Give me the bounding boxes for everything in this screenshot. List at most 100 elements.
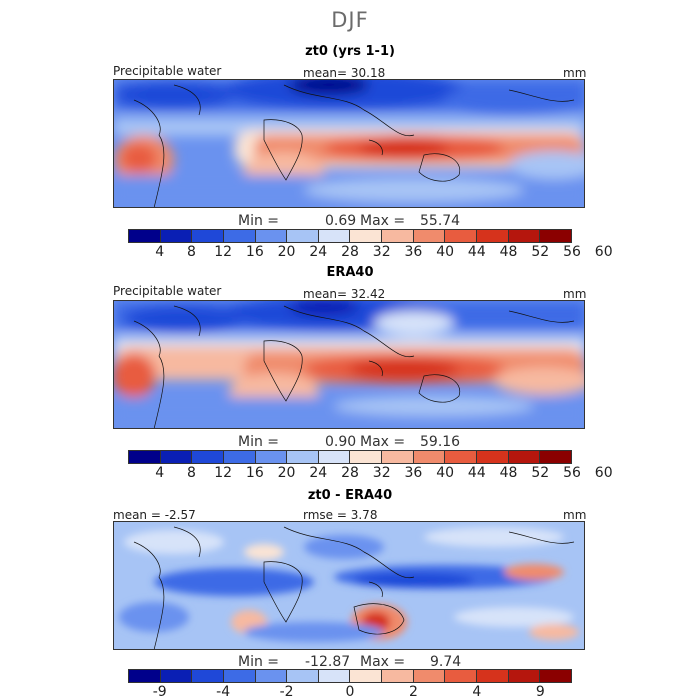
colorbar-swatch xyxy=(540,230,571,242)
colorbar-swatch xyxy=(350,451,383,463)
colorbar-tick-label: 32 xyxy=(372,465,391,481)
colorbar-swatch xyxy=(160,670,193,682)
colorbar-tick-label: 4 xyxy=(472,684,482,700)
panel-3-units-label: mm xyxy=(563,508,587,522)
colorbar-swatch xyxy=(287,451,319,463)
panel-3-mean-label: mean = -2.57 xyxy=(113,508,196,522)
colorbar-swatch xyxy=(287,230,319,242)
colorbar-swatch xyxy=(477,230,509,242)
colorbar-swatch xyxy=(192,230,224,242)
colorbar-swatch xyxy=(477,451,509,463)
panel-1-variable-label: Precipitable water xyxy=(113,64,222,78)
panel-3-max-label: Max = xyxy=(360,654,406,670)
panel-1-min-value: 0.69 xyxy=(325,213,357,229)
panel-1-max-label: Max = xyxy=(360,213,406,229)
colorbar-swatch xyxy=(160,451,193,463)
colorbar-tick-label: 48 xyxy=(499,244,518,260)
colorbar-tick-label: 60 xyxy=(594,244,613,260)
colorbar-tick-label: -4 xyxy=(216,684,231,700)
panel-3-rmse-label: rmse = 3.78 xyxy=(303,508,378,522)
colorbar-swatch xyxy=(350,670,383,682)
colorbar-swatch xyxy=(318,230,351,242)
colorbar-tick-label: 36 xyxy=(404,465,423,481)
colorbar-tick-label: 16 xyxy=(245,465,264,481)
colorbar-swatch xyxy=(350,230,383,242)
panel-2-mean-label: mean= 32.42 xyxy=(303,287,386,301)
colorbar-tick-label: 44 xyxy=(467,465,486,481)
colorbar-tick-label: 16 xyxy=(245,244,264,260)
panel-3-field-svg xyxy=(114,522,584,649)
colorbar-swatch xyxy=(508,451,541,463)
colorbar-tick-label: 40 xyxy=(436,465,455,481)
colorbar-swatch xyxy=(382,670,414,682)
colorbar-tick-label: 12 xyxy=(214,465,233,481)
colorbar-tick-label: 20 xyxy=(277,244,296,260)
colorbar-tick-label: 56 xyxy=(563,244,581,260)
colorbar-swatch xyxy=(477,670,509,682)
panel-1-map xyxy=(113,79,585,208)
colorbar-swatch xyxy=(508,230,541,242)
panel-1-colorbar xyxy=(128,229,572,243)
panel-1-min-label: Min = xyxy=(238,213,280,229)
panel-1-max-value: 55.74 xyxy=(420,213,461,229)
panel-1-coastlines xyxy=(133,84,575,207)
panel-3-colorbar xyxy=(128,669,572,683)
colorbar-tick-label: 4 xyxy=(155,465,165,481)
colorbar-tick-label: 9 xyxy=(535,684,545,700)
colorbar-tick-label: 60 xyxy=(594,465,613,481)
panel-3-coastlines xyxy=(133,526,575,649)
panel-2-max-label: Max = xyxy=(360,434,406,450)
colorbar-swatch xyxy=(192,451,224,463)
colorbar-tick-label: 2 xyxy=(408,684,418,700)
panel-3-min-label: Min = xyxy=(238,654,280,670)
panel-2-colorbar xyxy=(128,450,572,464)
panel-2-min-value: 0.90 xyxy=(325,434,357,450)
panel-2-min-label: Min = xyxy=(238,434,280,450)
colorbar-swatch xyxy=(382,451,414,463)
colorbar-swatch xyxy=(129,451,161,463)
colorbar-swatch xyxy=(287,670,319,682)
panel-1-units-label: mm xyxy=(563,66,587,80)
colorbar-swatch xyxy=(255,451,288,463)
colorbar-swatch xyxy=(223,451,256,463)
panel-2-variable-label: Precipitable water xyxy=(113,284,222,298)
colorbar-tick-label: 48 xyxy=(499,465,518,481)
panel-3-max-value: 9.74 xyxy=(430,654,462,670)
colorbar-tick-label: 36 xyxy=(404,244,423,260)
figure-title: DJF xyxy=(331,8,369,32)
colorbar-swatch xyxy=(540,670,571,682)
colorbar-swatch xyxy=(129,230,161,242)
colorbar-tick-label: 52 xyxy=(531,244,550,260)
colorbar-tick-label: 20 xyxy=(277,465,296,481)
colorbar-tick-label: -9 xyxy=(152,684,167,700)
colorbar-tick-label: 44 xyxy=(467,244,486,260)
colorbar-tick-label: 52 xyxy=(531,465,550,481)
panel-2-field-svg xyxy=(114,301,584,428)
colorbar-tick-label: 24 xyxy=(309,465,328,481)
colorbar-swatch xyxy=(445,670,478,682)
colorbar-swatch xyxy=(382,230,414,242)
panel-1-field-svg xyxy=(114,80,584,207)
colorbar-tick-label: 40 xyxy=(436,244,455,260)
panel-2-title: ERA40 xyxy=(326,265,374,280)
colorbar-swatch xyxy=(223,230,256,242)
colorbar-tick-label: 8 xyxy=(186,465,196,481)
colorbar-swatch xyxy=(318,451,351,463)
panel-1-colorbar-ticks: 4 8 12 16 20 24 28 32 36 40 44 48 52 56 60 xyxy=(128,244,612,260)
panel-2-map xyxy=(113,300,585,429)
colorbar-swatch xyxy=(445,451,478,463)
colorbar-swatch xyxy=(445,230,478,242)
colorbar-tick-label: 24 xyxy=(309,244,328,260)
panel-3-title: zt0 - ERA40 xyxy=(307,488,393,503)
colorbar-swatch xyxy=(255,670,288,682)
panel-2-max-value: 59.16 xyxy=(420,434,461,450)
colorbar-tick-label: -2 xyxy=(279,684,294,700)
colorbar-swatch xyxy=(160,230,193,242)
colorbar-tick-label: 32 xyxy=(372,244,391,260)
colorbar-swatch xyxy=(413,230,446,242)
colorbar-swatch xyxy=(413,670,446,682)
colorbar-swatch xyxy=(223,670,256,682)
colorbar-swatch xyxy=(129,670,161,682)
colorbar-tick-label: 28 xyxy=(341,465,359,481)
colorbar-swatch xyxy=(508,670,541,682)
